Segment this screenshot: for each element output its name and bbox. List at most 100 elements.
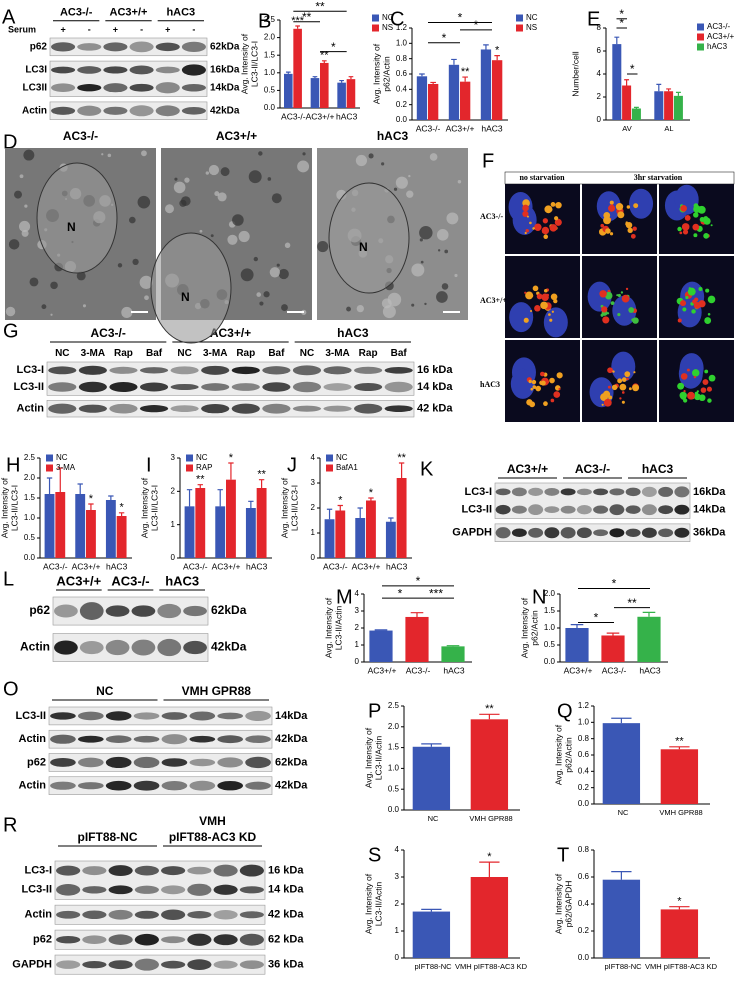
em-texture	[174, 177, 178, 181]
blot-band	[181, 107, 206, 115]
puncta	[539, 371, 545, 377]
em-texture	[271, 193, 282, 204]
x-tick-label: AC3-/-	[416, 123, 441, 133]
bar	[310, 78, 320, 108]
blot-strip	[46, 400, 415, 418]
puncta	[522, 204, 529, 212]
puncta	[682, 229, 689, 235]
puncta	[628, 387, 632, 391]
error-bar	[421, 908, 442, 912]
y-axis-label: Avg. Intensity of	[519, 597, 529, 658]
error-bar	[108, 495, 114, 500]
blot-band	[50, 734, 76, 744]
blot-band	[609, 504, 625, 516]
blot-band	[51, 83, 76, 93]
blot-band	[323, 405, 352, 412]
bar	[284, 73, 293, 108]
bar	[105, 500, 116, 558]
puncta	[541, 293, 549, 301]
size-label: 14kDa	[210, 82, 240, 93]
blot-band	[674, 527, 690, 538]
legend-swatch	[186, 464, 193, 472]
blot-band	[129, 41, 154, 53]
group-label: pIFT88-NC	[78, 830, 138, 844]
bar	[195, 488, 206, 558]
puncta	[705, 288, 710, 293]
blot-band	[79, 602, 104, 620]
y-tick-label: 1.5	[24, 493, 36, 502]
group-label: AC3+/+	[210, 326, 251, 340]
em-texture	[281, 304, 288, 311]
group-label: NC	[96, 684, 114, 698]
puncta	[683, 390, 686, 393]
y-tick-label: 2.0	[544, 589, 556, 598]
comparison-label: *	[619, 7, 624, 21]
bar	[346, 79, 356, 108]
blot-band	[56, 935, 81, 944]
y-tick-label: 1.0	[264, 68, 276, 77]
blot-band	[495, 527, 511, 539]
blot-band	[77, 782, 104, 790]
y-tick-label: 4	[355, 589, 360, 598]
error-bar	[217, 489, 223, 507]
puncta	[684, 215, 691, 221]
row-label: GAPDH	[452, 527, 492, 539]
row-label: p62	[30, 42, 48, 53]
em-texture	[180, 196, 191, 206]
error-bar	[656, 83, 662, 92]
y-tick-label: 2	[171, 486, 176, 495]
em-texture	[429, 153, 438, 161]
group-label: hAC3	[165, 573, 199, 588]
error-bar	[410, 612, 424, 617]
error-bar	[285, 71, 291, 74]
y-tick-label: 4	[597, 69, 602, 78]
bar	[660, 749, 699, 804]
em-texture	[199, 229, 203, 233]
puncta	[532, 385, 537, 389]
column-header: 3hr starvation	[634, 173, 683, 182]
blot-band	[103, 42, 128, 52]
em-texture	[41, 304, 47, 310]
em-texture	[346, 306, 351, 312]
puncta	[600, 223, 605, 228]
group-label: AC3-/-	[90, 326, 125, 340]
error-bar	[675, 91, 681, 96]
error-bar	[451, 58, 457, 65]
row-label: AC3-/-	[480, 212, 503, 221]
error-bar	[388, 517, 394, 522]
blot-band	[217, 757, 244, 768]
em-texture	[23, 149, 35, 161]
em-texture	[276, 263, 280, 267]
em-texture	[263, 291, 270, 298]
em-texture	[238, 230, 250, 243]
size-label: 42 kDa	[417, 403, 453, 415]
blot-band	[105, 711, 132, 721]
error-bar	[348, 76, 354, 80]
em-texture	[253, 256, 258, 262]
error-bar	[633, 106, 639, 109]
puncta	[522, 199, 530, 207]
blot-band	[133, 756, 160, 769]
error-bar	[669, 746, 690, 750]
error-bar	[462, 76, 468, 82]
y-tick-label: 0.6	[578, 750, 590, 759]
puncta	[602, 316, 610, 324]
y-tick-label: 0.8	[578, 845, 590, 854]
lane-label: 3-MA	[325, 348, 349, 359]
error-bar	[312, 76, 318, 79]
blot-band	[609, 528, 625, 538]
bar	[44, 494, 55, 558]
puncta	[553, 391, 561, 398]
lane-label: Rap	[359, 348, 378, 359]
y-tick-label: 0.2	[396, 100, 408, 109]
x-tick-label: hAC3	[443, 665, 465, 675]
puncta	[553, 298, 558, 304]
blot-band	[576, 504, 592, 515]
puncta	[692, 223, 700, 231]
puncta	[702, 379, 709, 385]
size-label: 14kDa	[275, 710, 308, 722]
lane-label: Rap	[114, 348, 133, 359]
bar	[293, 28, 302, 108]
row-label: p62	[27, 756, 46, 768]
size-label: 42kDa	[275, 780, 308, 792]
